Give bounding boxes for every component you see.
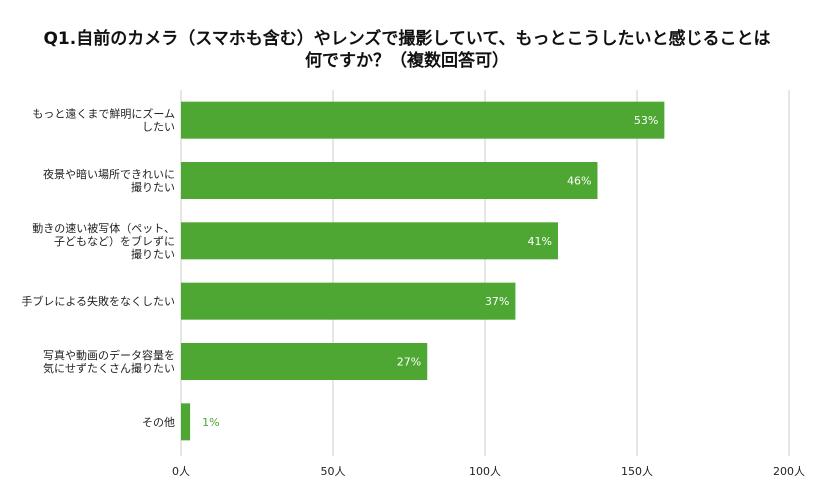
x-axis-ticks: 0人 50人 100人 150人 200人 [172, 465, 805, 478]
data-label: 46% [567, 175, 591, 188]
grid-lines [180, 90, 790, 456]
x-tick-label: 100人 [469, 465, 501, 478]
bar [181, 403, 191, 441]
category-label: 動きの速い被写体（ペット、子どもなど）をブレずに撮りたい [32, 221, 175, 261]
x-tick-label: 0人 [172, 465, 190, 478]
x-tick-label: 200人 [773, 465, 805, 478]
category-label: 手ブレによる失敗をなくしたい [21, 294, 175, 308]
x-tick-label: 150人 [621, 465, 653, 478]
category-label: 写真や動画のデータ容量を気にせずたくさん撮りたい [43, 348, 175, 375]
data-label: 1% [202, 416, 219, 429]
data-label: 53% [634, 114, 658, 127]
bars: 53% 46% 41% 37% 27% 1% [181, 101, 665, 441]
chart-title-line: 何ですか？（複数回答可） [305, 50, 509, 71]
bar [181, 162, 598, 199]
data-label: 37% [485, 295, 509, 308]
bar [181, 282, 516, 320]
data-label: 27% [397, 356, 421, 369]
category-label: 夜景や暗い場所できれいに撮りたい [43, 167, 175, 194]
bar [181, 343, 428, 380]
x-tick-label: 50人 [321, 465, 346, 478]
data-label: 41% [528, 235, 552, 248]
chart-title: Q1.自前のカメラ（スマホも含む）やレンズで撮影していて、もっとこうしたいと感じ… [43, 28, 770, 71]
bar [181, 222, 558, 260]
chart-title-line: Q1.自前のカメラ（スマホも含む）やレンズで撮影していて、もっとこうしたいと感じ… [43, 28, 770, 49]
category-label: その他 [142, 416, 175, 429]
category-label: もっと遠くまで鮮明にズームしたい [32, 107, 175, 134]
bar [181, 101, 665, 139]
category-labels: もっと遠くまで鮮明にズームしたい夜景や暗い場所できれいに撮りたい動きの速い被写体… [21, 107, 175, 429]
